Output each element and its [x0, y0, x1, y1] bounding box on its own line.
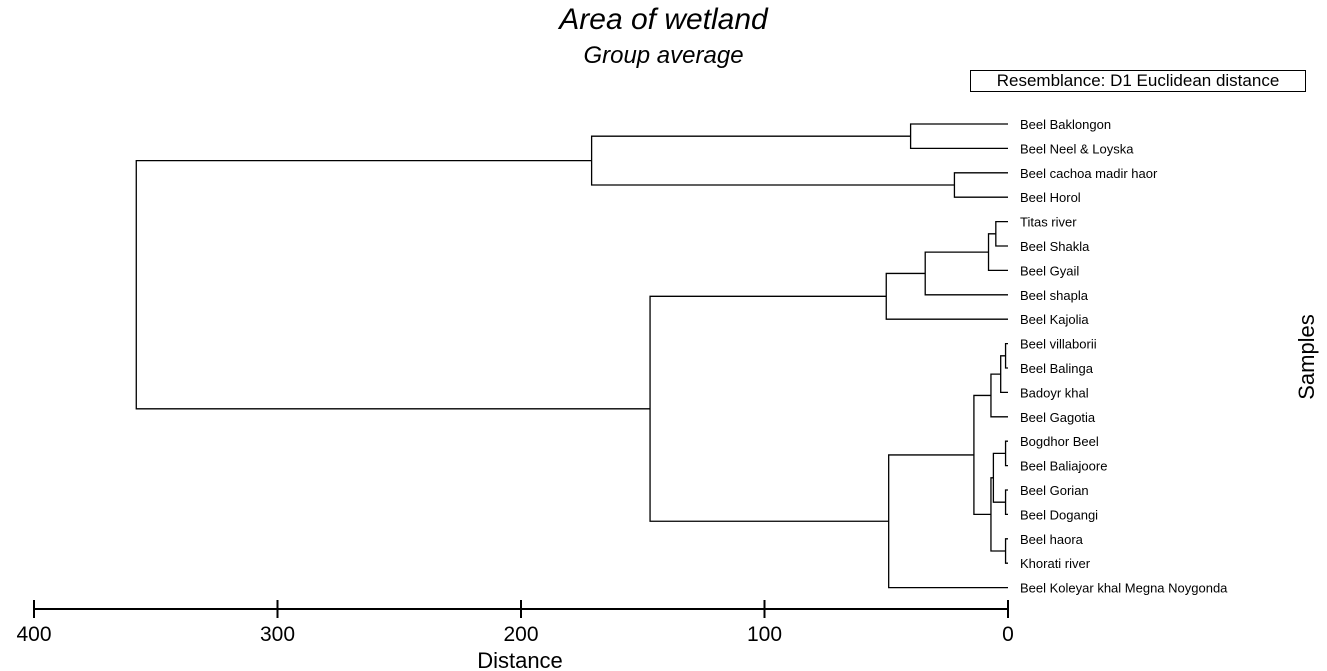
dendrogram-link [1004, 342, 1008, 369]
leaf-label: Badoyr khal [1020, 385, 1089, 400]
tick-label: 0 [1002, 623, 1014, 646]
leaf-label: Beel Baliajoore [1020, 459, 1107, 474]
dendrogram-link [135, 159, 651, 410]
dendrogram-link [924, 251, 1008, 296]
dendrogram-links [135, 123, 1008, 589]
leaf-label: Beel Dogangi [1020, 507, 1098, 522]
dendrogram-link [1004, 440, 1008, 467]
leaf-labels: Beel Baklongon Beel Neel & Loyska Beel cac… [1020, 117, 1228, 596]
chart-title: Area of wetland [559, 3, 768, 36]
leaf-label: Beel Gyail [1020, 263, 1079, 278]
leaf-label: Beel Kajolia [1020, 312, 1089, 327]
leaf-label: Beel shapla [1020, 288, 1089, 303]
dendrogram-link [888, 454, 1008, 589]
leaf-label: Beel cachoa madir haor [1020, 166, 1158, 181]
leaf-label: Beel villaborii [1020, 337, 1097, 352]
x-axis-title: Distance [477, 648, 563, 671]
tick-label: 300 [260, 623, 295, 646]
dendrogram-link [987, 233, 1008, 272]
leaf-label: Beel Koleyar khal Megna Noygonda [1020, 581, 1228, 596]
dendrogram-link [909, 123, 1008, 150]
dendrogram-link [590, 135, 955, 186]
dendrogram-link [1004, 489, 1008, 516]
leaf-label: Beel Neel & Loyska [1020, 141, 1134, 156]
leaf-label: Beel Gagotia [1020, 410, 1096, 425]
tick-label: 100 [747, 623, 782, 646]
resemblance-legend: Resemblance: D1 Euclidean distance [970, 70, 1306, 92]
tick-label: 200 [503, 623, 538, 646]
dendrogram-link [1004, 538, 1008, 564]
leaf-label: Khorati river [1020, 556, 1091, 571]
leaf-label: Beel Baklongon [1020, 117, 1111, 132]
leaf-label: Beel Gorian [1020, 483, 1089, 498]
leaf-label: Beel Shakla [1020, 239, 1090, 254]
dendrogram-link [992, 452, 1006, 503]
dendrogram-link [973, 394, 991, 516]
dendrogram-link [995, 220, 1008, 247]
y-axis-title: Samples [1294, 314, 1319, 400]
dendrogram-link [990, 373, 1008, 418]
dendrogram-link [649, 295, 889, 522]
distance-axis: 400 300 200 100 0 [16, 600, 1014, 646]
tick-label: 400 [16, 623, 51, 646]
leaf-label: Beel haora [1020, 532, 1084, 547]
dendrogram-link [953, 172, 1008, 198]
dendrogram-link [885, 272, 1008, 320]
leaf-label: Titas river [1020, 215, 1077, 230]
leaf-label: Bogdhor Beel [1020, 434, 1099, 449]
chart-subtitle: Group average [583, 42, 744, 69]
leaf-label: Beel Horol [1020, 190, 1081, 205]
dendrogram-link [1000, 355, 1008, 394]
leaf-label: Beel Balinga [1020, 361, 1094, 376]
